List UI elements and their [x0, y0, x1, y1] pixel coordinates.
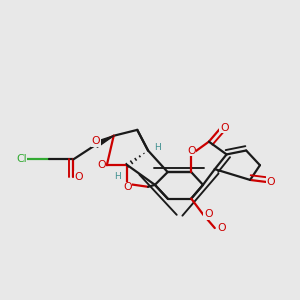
Text: H: H: [114, 172, 121, 182]
Text: O: O: [97, 160, 106, 170]
Text: O: O: [187, 146, 196, 156]
Text: O: O: [74, 172, 83, 182]
Text: O: O: [218, 223, 226, 233]
Text: O: O: [267, 177, 275, 187]
Text: Cl: Cl: [16, 154, 27, 164]
Text: O: O: [220, 123, 229, 133]
Text: O: O: [204, 209, 213, 219]
Text: O: O: [92, 136, 100, 146]
Text: O: O: [123, 182, 132, 192]
Text: H: H: [154, 143, 161, 152]
Polygon shape: [95, 136, 114, 147]
